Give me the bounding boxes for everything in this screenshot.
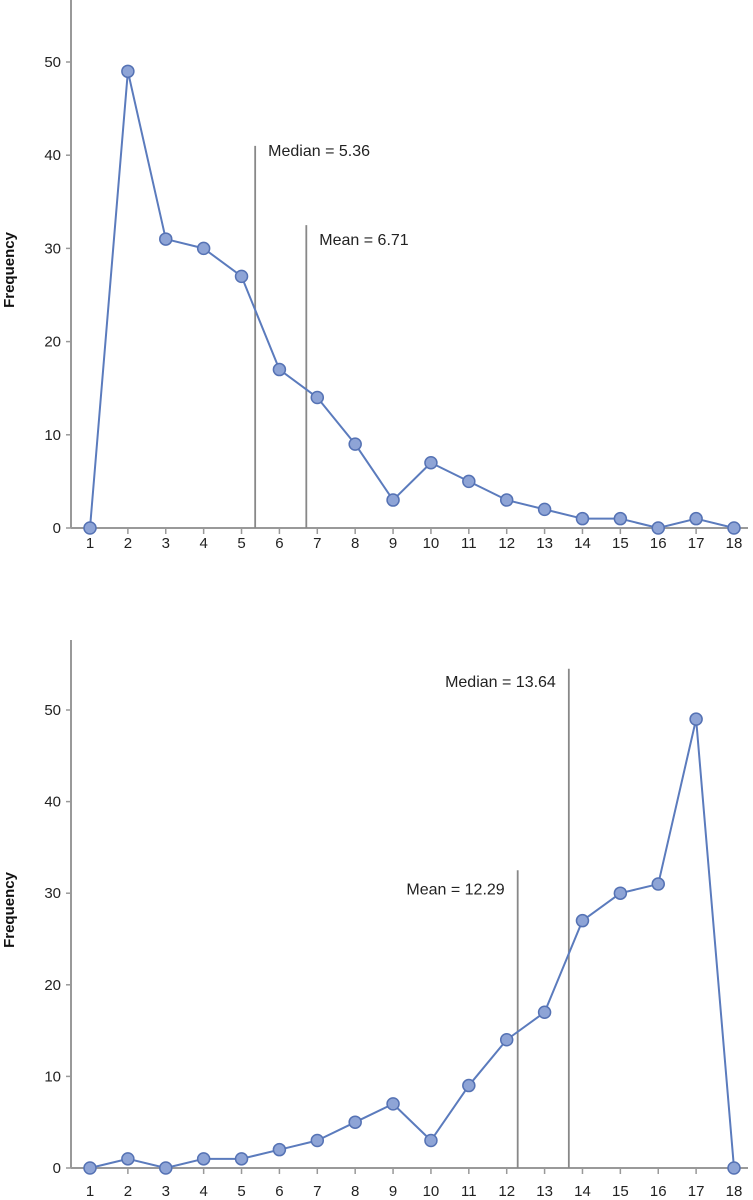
- mean-label: Mean = 6.71: [319, 232, 409, 249]
- x-tick-label: 13: [536, 1183, 553, 1200]
- data-point: [196, 1152, 211, 1166]
- data-point: [234, 1152, 249, 1166]
- x-tick-label: 7: [313, 535, 321, 552]
- y-tick-label: 0: [53, 1160, 61, 1177]
- data-point: [689, 712, 703, 726]
- x-tick-label: 4: [199, 535, 207, 552]
- data-point: [537, 502, 552, 517]
- data-point: [462, 474, 476, 489]
- series-line: [89, 718, 735, 1169]
- data-point: [386, 1097, 400, 1111]
- data-point: [575, 913, 590, 928]
- data-point: [537, 1005, 552, 1020]
- x-tick-label: 8: [351, 535, 359, 552]
- data-point: [348, 1115, 362, 1129]
- data-point: [121, 1152, 135, 1166]
- data-point: [424, 1133, 438, 1148]
- y-tick-label: 10: [44, 1068, 61, 1085]
- data-point: [575, 511, 590, 526]
- data-point: [613, 511, 628, 526]
- x-tick-label: 15: [612, 535, 629, 552]
- x-tick-label: 10: [423, 1183, 440, 1200]
- y-tick-label: 0: [53, 520, 61, 537]
- y-axis-title: Frequency: [1, 231, 18, 308]
- x-tick-label: 6: [275, 1183, 283, 1200]
- x-tick-label: 11: [461, 535, 477, 552]
- data-point: [499, 1033, 514, 1047]
- series-line: [89, 70, 735, 529]
- x-tick-label: 8: [351, 1183, 359, 1200]
- x-tick-label: 12: [498, 535, 515, 552]
- data-point: [499, 493, 514, 507]
- data-point: [424, 456, 438, 470]
- data-point: [348, 437, 362, 451]
- x-tick-label: 16: [650, 535, 667, 552]
- x-tick-label: 12: [498, 1183, 515, 1200]
- x-tick-label: 14: [574, 535, 591, 552]
- median-label: Median = 5.36: [268, 143, 370, 160]
- y-tick-label: 30: [44, 240, 61, 257]
- data-point: [310, 390, 325, 405]
- x-tick-label: 1: [86, 535, 94, 552]
- x-tick-label: 13: [536, 535, 553, 552]
- y-tick-label: 10: [44, 427, 61, 444]
- x-tick-label: 7: [313, 1183, 321, 1200]
- x-tick-label: 17: [688, 1183, 705, 1200]
- x-tick-label: 6: [275, 535, 283, 552]
- mean-label: Mean = 12.29: [406, 881, 504, 898]
- x-tick-label: 16: [650, 1183, 667, 1200]
- x-tick-label: 5: [237, 1183, 245, 1200]
- data-point: [272, 1142, 287, 1157]
- x-tick-label: 9: [389, 535, 397, 552]
- x-tick-label: 3: [162, 1183, 170, 1200]
- data-point: [727, 1161, 741, 1175]
- x-tick-label: 15: [612, 1183, 629, 1200]
- data-point: [462, 1078, 476, 1093]
- x-tick-label: 18: [726, 535, 743, 552]
- x-tick-label: 17: [688, 535, 705, 552]
- data-point: [121, 64, 135, 79]
- x-tick-label: 3: [162, 535, 170, 552]
- y-tick-label: 40: [44, 794, 61, 811]
- data-point: [234, 269, 249, 284]
- x-tick-label: 1: [86, 1183, 94, 1200]
- data-point: [159, 1161, 173, 1175]
- data-point: [159, 232, 173, 246]
- data-point: [196, 241, 211, 256]
- x-tick-label: 4: [199, 1183, 207, 1200]
- x-tick-label: 11: [461, 1183, 477, 1200]
- y-tick-label: 40: [44, 147, 61, 164]
- y-tick-label: 20: [44, 334, 61, 351]
- y-tick-label: 50: [44, 702, 61, 719]
- data-point: [272, 362, 287, 377]
- data-point: [83, 1161, 97, 1175]
- y-tick-label: 20: [44, 977, 61, 994]
- y-axis-title: Frequency: [1, 871, 18, 948]
- median-label: Median = 13.64: [445, 674, 556, 691]
- data-point: [83, 521, 97, 535]
- data-point: [386, 493, 400, 507]
- data-point: [651, 521, 665, 535]
- x-tick-label: 2: [124, 1183, 132, 1200]
- data-point: [689, 511, 703, 526]
- y-tick-label: 30: [44, 885, 61, 902]
- data-point: [310, 1133, 325, 1148]
- x-tick-label: 18: [726, 1183, 743, 1200]
- data-point: [651, 877, 665, 891]
- x-tick-label: 5: [237, 535, 245, 552]
- data-point: [727, 521, 741, 535]
- x-tick-label: 2: [124, 535, 132, 552]
- y-tick-label: 50: [44, 54, 61, 71]
- x-tick-label: 9: [389, 1183, 397, 1200]
- x-tick-label: 10: [423, 535, 440, 552]
- data-point: [613, 886, 628, 900]
- x-tick-label: 14: [574, 1183, 591, 1200]
